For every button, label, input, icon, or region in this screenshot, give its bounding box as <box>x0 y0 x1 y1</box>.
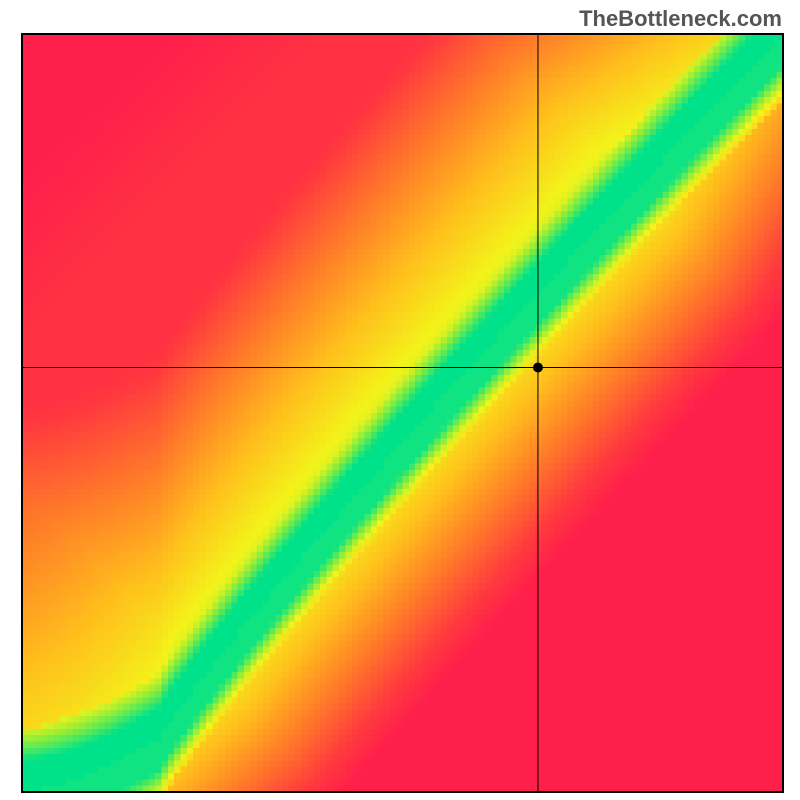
chart-container: TheBottleneck.com <box>0 0 800 800</box>
watermark-text: TheBottleneck.com <box>579 6 782 32</box>
bottleneck-heatmap <box>22 34 783 792</box>
